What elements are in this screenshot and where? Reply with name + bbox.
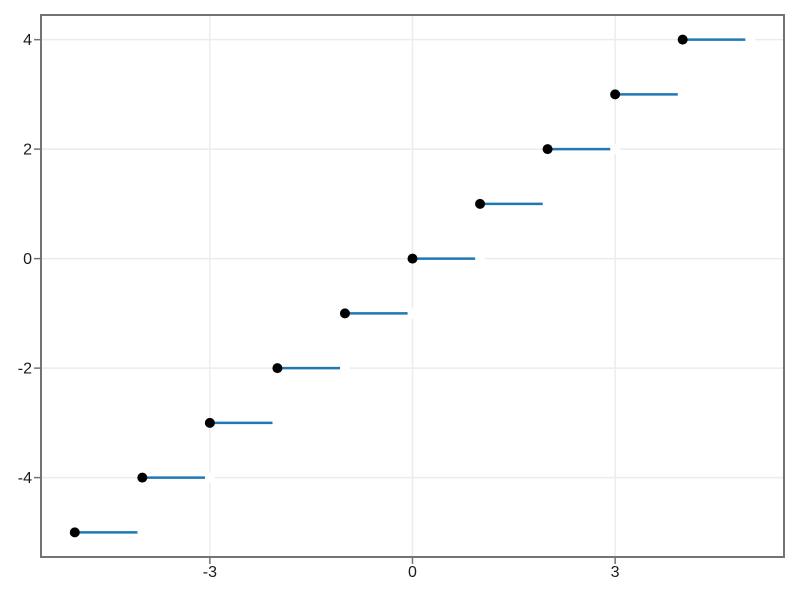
open-endpoint-marker: [475, 253, 486, 264]
closed-endpoint-marker: [137, 472, 148, 483]
y-tick-label: 4: [23, 32, 32, 49]
open-endpoint-marker: [677, 89, 688, 100]
open-endpoint-marker: [542, 198, 553, 209]
closed-endpoint-marker: [69, 527, 80, 538]
y-tick-label: -4: [18, 470, 32, 487]
closed-endpoint-marker: [407, 253, 418, 264]
x-tick-label: -3: [203, 564, 217, 581]
tick-labels: -3 0 3 -4 -2 0 2 4: [18, 32, 620, 581]
closed-endpoint-marker: [542, 144, 553, 155]
plot-frame: [40, 14, 785, 558]
x-tick-label: 3: [611, 564, 620, 581]
open-endpoint-marker: [407, 308, 418, 319]
y-tick-label: 2: [23, 142, 32, 159]
series-floor: [69, 34, 756, 538]
closed-endpoint-marker: [610, 89, 621, 100]
axis-spines: [40, 14, 785, 558]
open-endpoint-marker: [339, 363, 350, 374]
closed-endpoint-marker: [272, 363, 283, 374]
y-tick-label: -2: [18, 361, 32, 378]
open-endpoint-marker: [745, 34, 756, 45]
closed-endpoint-marker: [677, 34, 688, 45]
x-tick-label: 0: [408, 564, 417, 581]
axis-ticks: [34, 38, 616, 564]
closed-endpoint-marker: [475, 198, 486, 209]
gridlines: [41, 15, 784, 557]
closed-endpoint-marker: [339, 308, 350, 319]
open-endpoint-marker: [204, 472, 215, 483]
closed-endpoint-marker: [204, 417, 215, 428]
open-endpoint-marker: [137, 527, 148, 538]
open-endpoint-marker: [610, 144, 621, 155]
y-tick-label: 0: [23, 251, 32, 268]
open-endpoint-marker: [272, 417, 283, 428]
